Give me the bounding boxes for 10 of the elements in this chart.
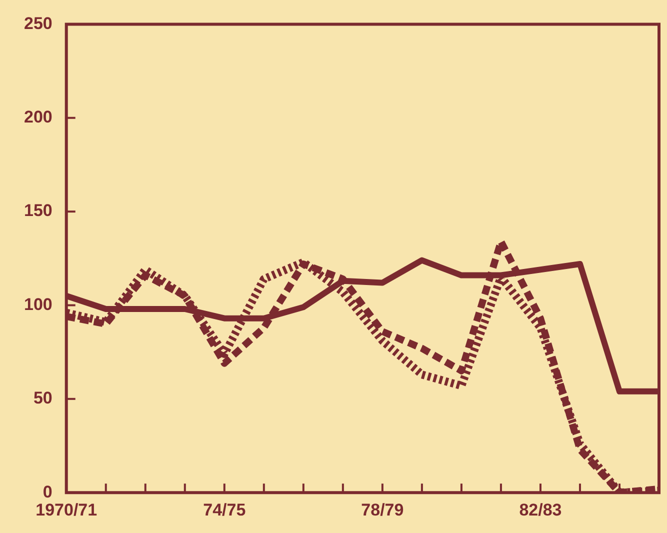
x-tick-label: 74/75 bbox=[203, 500, 246, 520]
x-tick-label: 78/79 bbox=[361, 500, 404, 520]
x-tick-label: 1970/71 bbox=[36, 500, 98, 520]
y-tick-label: 0 bbox=[42, 482, 52, 502]
y-tick-label: 150 bbox=[24, 201, 52, 220]
y-tick-label: 50 bbox=[33, 388, 52, 408]
y-tick-label: 250 bbox=[24, 14, 52, 33]
y-tick-label: 200 bbox=[24, 108, 52, 127]
y-tick-label: 100 bbox=[24, 294, 52, 314]
x-tick-label: 82/83 bbox=[519, 500, 562, 520]
